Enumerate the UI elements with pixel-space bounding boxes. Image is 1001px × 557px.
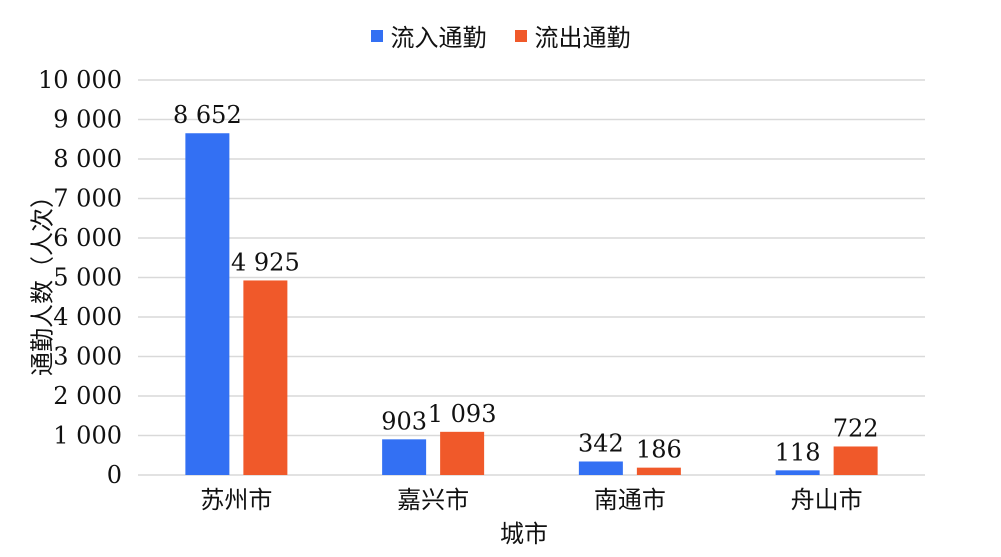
bar — [243, 280, 288, 475]
y-tick-label: 9 000 — [53, 106, 122, 134]
data-label: 342 — [578, 429, 624, 457]
x-tick-label: 南通市 — [594, 486, 666, 514]
bar — [185, 133, 230, 475]
data-label: 4 925 — [231, 248, 300, 276]
data-label: 722 — [833, 414, 879, 442]
legend-label-inflow: 流入通勤 — [390, 24, 487, 52]
y-tick-label: 7 000 — [53, 185, 122, 213]
x-tick-label: 嘉兴市 — [397, 486, 469, 514]
data-label: 903 — [381, 407, 427, 435]
data-label: 186 — [636, 436, 682, 464]
x-tick-label: 苏州市 — [200, 486, 272, 514]
legend-swatch-inflow — [370, 29, 383, 42]
x-tick-label: 舟山市 — [791, 486, 863, 514]
bar — [833, 446, 878, 475]
y-tick-label: 0 — [107, 461, 122, 489]
bar — [382, 439, 427, 475]
bar — [578, 461, 623, 475]
x-axis-title: 城市 — [500, 520, 548, 548]
bar — [440, 431, 485, 475]
legend: 流入通勤 流出通勤 — [0, 18, 1001, 53]
y-tick-label: 8 000 — [53, 145, 122, 173]
y-tick-label: 4 000 — [53, 303, 122, 331]
legend-swatch-outflow — [514, 29, 527, 42]
y-tick-label: 5 000 — [53, 264, 122, 292]
bar — [775, 470, 820, 475]
legend-item-outflow: 流出通勤 — [514, 18, 631, 53]
y-tick-label: 2 000 — [53, 382, 122, 410]
y-tick-label: 1 000 — [53, 422, 122, 450]
data-label: 118 — [775, 438, 821, 466]
data-label: 1 093 — [428, 400, 497, 428]
bar — [636, 467, 681, 475]
y-tick-label: 3 000 — [53, 343, 122, 371]
y-tick-label: 10 000 — [38, 66, 122, 94]
legend-item-inflow: 流入通勤 — [370, 18, 487, 53]
y-tick-label: 6 000 — [53, 224, 122, 252]
data-label: 8 652 — [173, 101, 242, 129]
legend-label-outflow: 流出通勤 — [534, 24, 631, 52]
